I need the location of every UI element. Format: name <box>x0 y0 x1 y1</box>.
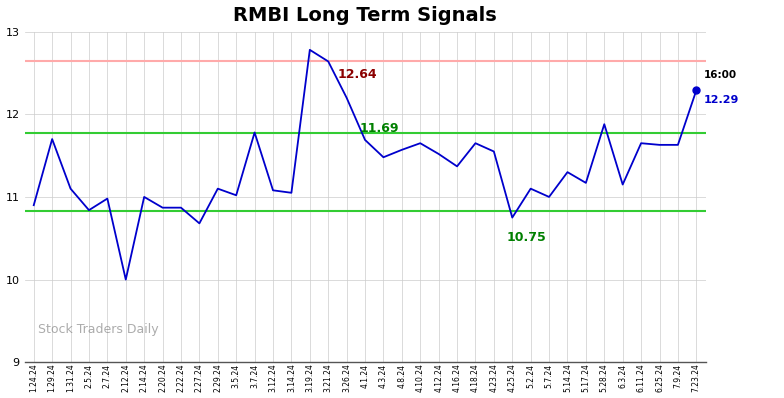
Text: 10.75: 10.75 <box>506 231 546 244</box>
Text: 12.64: 12.64 <box>337 68 377 81</box>
Title: RMBI Long Term Signals: RMBI Long Term Signals <box>233 6 497 25</box>
Text: 16:00: 16:00 <box>704 70 737 80</box>
Text: 11.69: 11.69 <box>360 122 399 135</box>
Text: 12.29: 12.29 <box>704 95 739 105</box>
Text: Stock Traders Daily: Stock Traders Daily <box>38 323 159 336</box>
